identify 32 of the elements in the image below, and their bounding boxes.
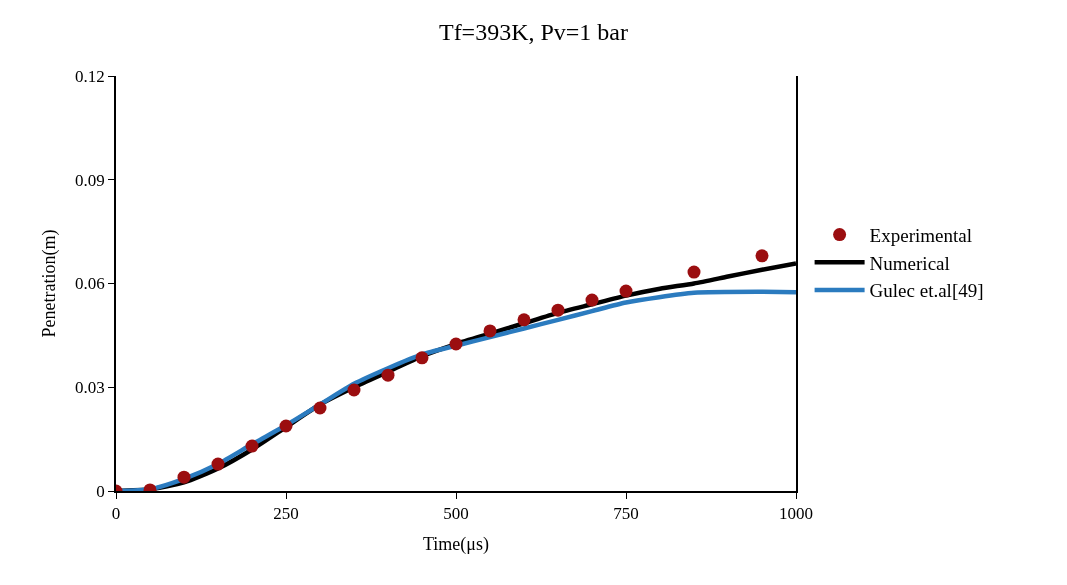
- point: [211, 457, 225, 471]
- legend-label: Numerical: [869, 252, 950, 274]
- x-tick-label: 750: [613, 504, 639, 524]
- point: [245, 439, 259, 453]
- y-tick-label: 0.03: [75, 378, 105, 398]
- point: [347, 383, 361, 397]
- y-tick-label: 0.12: [75, 66, 105, 86]
- x-tick-label: 500: [443, 504, 469, 524]
- point: [687, 265, 701, 279]
- point: [619, 284, 633, 298]
- x-axis-title: Time(μs): [423, 533, 489, 555]
- y-tick-label: 0: [96, 481, 105, 501]
- x-tick-label: 1000: [779, 504, 813, 524]
- y-tick-label: 0.09: [75, 170, 105, 190]
- x-tick-label: 250: [273, 504, 299, 524]
- legend-label: Gulec et.al[49]: [869, 280, 984, 302]
- point: [449, 337, 463, 351]
- y-tick-label: 0.06: [75, 274, 105, 294]
- legend-label: Experimental: [869, 225, 972, 247]
- chart-title: Tf=393K, Pv=1 bar: [438, 19, 629, 46]
- y-axis-title: Penetration(m): [38, 229, 60, 338]
- point: [483, 324, 497, 338]
- point: [381, 368, 395, 382]
- point: [585, 293, 599, 307]
- point: [177, 470, 191, 484]
- point: [755, 249, 769, 263]
- point: [551, 303, 565, 317]
- point: [279, 419, 293, 433]
- x-tick-label: 0: [111, 504, 121, 524]
- point: [415, 351, 429, 365]
- point: [313, 401, 327, 415]
- point: [517, 313, 531, 327]
